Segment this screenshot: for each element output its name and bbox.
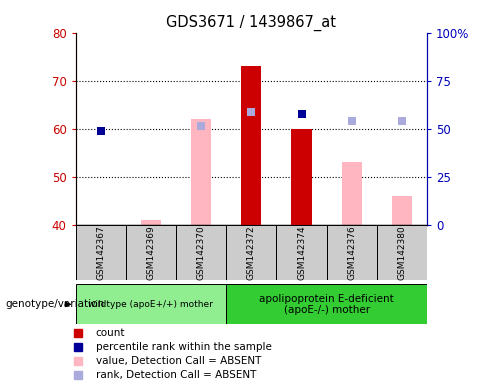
Bar <box>392 196 412 225</box>
Bar <box>291 129 311 225</box>
Text: count: count <box>96 328 125 338</box>
Point <box>97 128 104 134</box>
Bar <box>342 162 362 225</box>
Bar <box>291 162 311 225</box>
Title: GDS3671 / 1439867_at: GDS3671 / 1439867_at <box>166 15 336 31</box>
Point <box>247 109 255 115</box>
Text: GSM142367: GSM142367 <box>96 225 105 280</box>
Bar <box>241 66 262 225</box>
Text: GSM142372: GSM142372 <box>247 225 256 280</box>
Text: GSM142370: GSM142370 <box>197 225 205 280</box>
Text: value, Detection Call = ABSENT: value, Detection Call = ABSENT <box>96 356 261 366</box>
Point <box>197 123 205 129</box>
Bar <box>141 220 161 225</box>
Text: GSM142374: GSM142374 <box>297 225 306 280</box>
Bar <box>126 225 176 280</box>
Bar <box>176 225 226 280</box>
Bar <box>226 284 427 324</box>
Point <box>398 118 406 124</box>
Bar <box>226 225 276 280</box>
Bar <box>326 225 377 280</box>
Bar <box>191 119 211 225</box>
Point <box>298 111 305 118</box>
Text: apolipoprotein E-deficient
(apoE-/-) mother: apolipoprotein E-deficient (apoE-/-) mot… <box>259 293 394 315</box>
Bar <box>241 114 262 225</box>
Text: percentile rank within the sample: percentile rank within the sample <box>96 342 271 352</box>
Text: genotype/variation: genotype/variation <box>5 299 104 310</box>
Text: wildtype (apoE+/+) mother: wildtype (apoE+/+) mother <box>88 300 213 309</box>
Text: GSM142380: GSM142380 <box>397 225 407 280</box>
Text: GSM142369: GSM142369 <box>146 225 156 280</box>
Point <box>348 118 356 124</box>
Bar <box>377 225 427 280</box>
Bar <box>276 225 326 280</box>
Bar <box>76 225 126 280</box>
Bar <box>76 284 226 324</box>
Text: rank, Detection Call = ABSENT: rank, Detection Call = ABSENT <box>96 370 256 380</box>
Text: GSM142376: GSM142376 <box>347 225 356 280</box>
